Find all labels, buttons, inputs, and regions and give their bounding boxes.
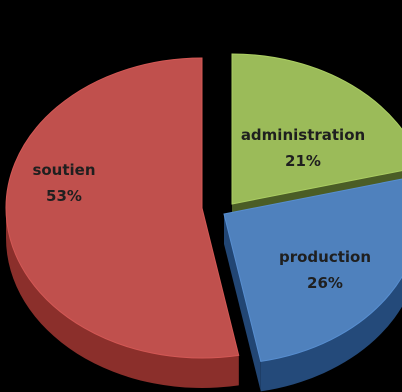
slice-administration <box>231 53 402 205</box>
slice-label-production: production <box>279 248 371 266</box>
slice-wall-end-production <box>224 214 261 392</box>
slice-value-production: 26% <box>307 274 343 292</box>
slice-value-administration: 21% <box>285 152 321 170</box>
slice-layer <box>5 53 402 392</box>
slice-value-soutien: 53% <box>46 187 82 205</box>
slice-outer-wall-soutien <box>6 208 239 388</box>
label-layer: administration 21% production 26% soutien 53% <box>32 126 371 292</box>
slice-label-administration: administration <box>241 126 365 144</box>
slice-production <box>223 178 402 362</box>
slice-label-soutien: soutien <box>32 161 95 179</box>
slice-soutien <box>5 57 240 359</box>
slice-outer-wall-production <box>260 276 402 392</box>
